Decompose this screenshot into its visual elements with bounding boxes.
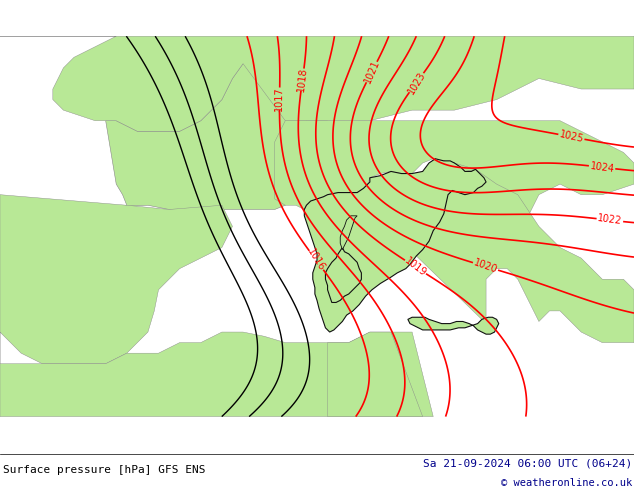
Text: Surface pressure [hPa] GFS ENS: Surface pressure [hPa] GFS ENS (3, 465, 205, 474)
Polygon shape (340, 216, 357, 249)
Text: 1024: 1024 (589, 161, 615, 174)
Text: 1021: 1021 (362, 59, 381, 85)
Polygon shape (53, 57, 328, 214)
Polygon shape (325, 247, 361, 302)
Polygon shape (304, 159, 486, 332)
Text: 1025: 1025 (558, 129, 585, 145)
Text: © weatheronline.co.uk: © weatheronline.co.uk (501, 478, 633, 488)
Text: 1019: 1019 (403, 256, 428, 278)
Text: 1023: 1023 (406, 70, 427, 96)
Polygon shape (275, 121, 634, 216)
Polygon shape (0, 36, 634, 131)
Text: 1016: 1016 (306, 247, 327, 273)
Polygon shape (0, 195, 233, 385)
Polygon shape (328, 332, 423, 416)
Polygon shape (417, 161, 634, 343)
Text: 1020: 1020 (472, 258, 499, 275)
Text: Sa 21-09-2024 06:00 UTC (06+24): Sa 21-09-2024 06:00 UTC (06+24) (424, 458, 633, 468)
Polygon shape (408, 317, 499, 334)
Text: 1018: 1018 (296, 67, 309, 92)
Polygon shape (0, 332, 433, 416)
Text: 1017: 1017 (275, 86, 285, 111)
Text: 1022: 1022 (597, 214, 623, 227)
